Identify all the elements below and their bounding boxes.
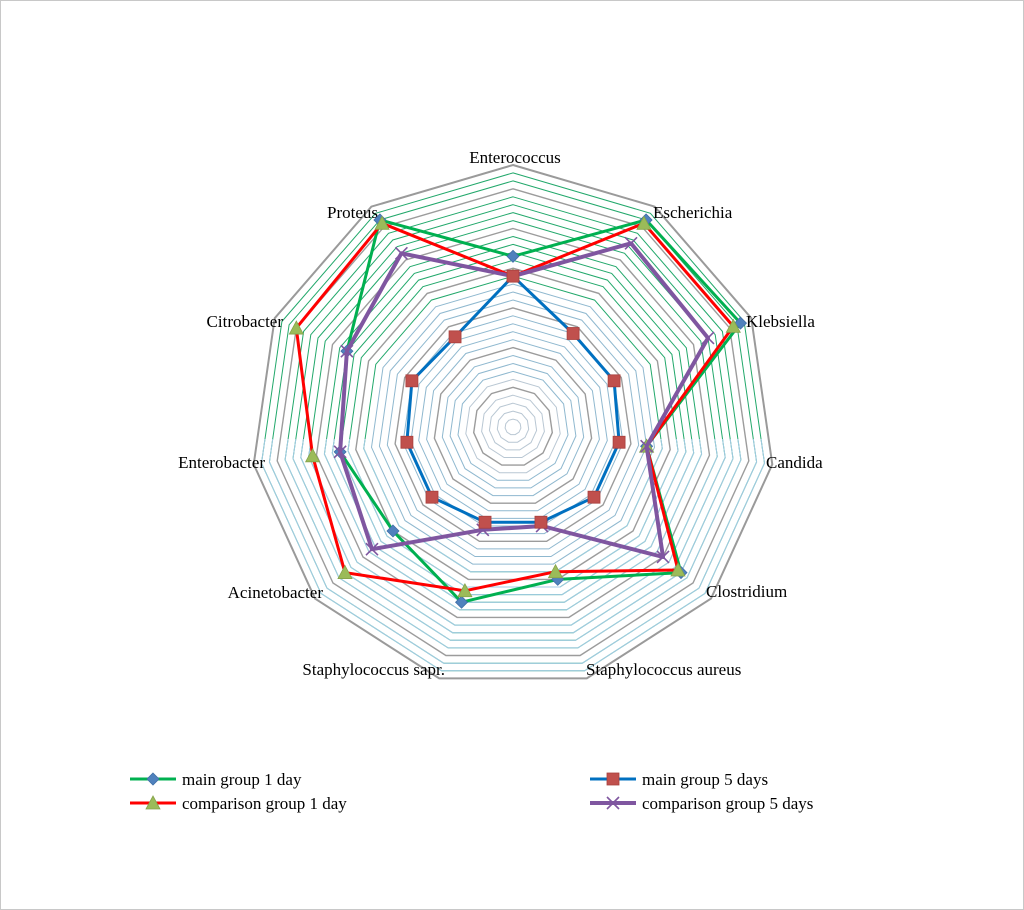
grid-ring	[465, 378, 561, 474]
radar-gridlines	[252, 163, 774, 680]
data-point	[606, 772, 620, 786]
data-point	[506, 249, 520, 263]
grid-ring	[457, 370, 569, 481]
grid-ring	[370, 283, 656, 565]
series-main-group-5-days	[400, 269, 626, 529]
grid-ring	[472, 386, 554, 466]
grid-ring	[284, 439, 742, 649]
data-point	[636, 215, 652, 230]
data-point	[534, 515, 548, 529]
data-point	[340, 344, 354, 358]
data-point	[701, 331, 715, 345]
data-point	[386, 524, 400, 538]
grid-ring	[347, 439, 679, 588]
grid-ring	[323, 439, 703, 611]
data-point	[457, 582, 473, 598]
data-point	[612, 435, 626, 449]
grid-ring	[339, 251, 687, 596]
data-point	[640, 439, 654, 453]
data-point	[448, 330, 462, 344]
data-point	[425, 490, 439, 504]
data-point	[146, 772, 160, 786]
legend-entry: comparison group 5 days	[590, 794, 813, 813]
data-point	[725, 318, 741, 333]
axis-label: Staphylococcus aureus	[586, 660, 741, 679]
data-point	[337, 564, 353, 579]
data-point	[374, 215, 390, 230]
grid-ring	[488, 402, 538, 451]
legend-label: main group 5 days	[642, 770, 768, 789]
data-point	[607, 374, 621, 388]
axis-label: Escherichia	[653, 203, 733, 222]
grid-ring	[260, 439, 766, 672]
axis-labels: Enterococcus Escherichia Klebsiella Candida…	[178, 148, 823, 679]
grid-ring	[292, 439, 734, 641]
grid-ring	[363, 439, 663, 573]
data-point	[587, 490, 601, 504]
grid-ring	[308, 439, 718, 626]
legend-entry: comparison group 1 day	[130, 794, 347, 813]
legend-label: main group 1 day	[182, 770, 302, 789]
data-point	[733, 316, 748, 330]
data-point	[547, 563, 564, 579]
data-point	[454, 595, 469, 609]
axis-label: Clostridium	[706, 582, 787, 601]
grid-ring	[268, 439, 758, 664]
data-point	[400, 435, 414, 449]
series-comparison-group-1-day	[288, 215, 741, 598]
axis-label: Enterobacter	[178, 453, 265, 472]
data-point	[506, 269, 520, 283]
grid-ring	[378, 291, 648, 557]
grid-ring	[300, 439, 726, 634]
grid-ring	[433, 346, 593, 504]
data-point	[670, 562, 686, 577]
series-line	[338, 241, 710, 559]
grid-ring	[426, 339, 600, 512]
grid-ring	[441, 354, 585, 497]
grid-ring	[339, 439, 687, 596]
legend: main group 1 day main group 5 days compari…	[130, 770, 813, 813]
legend-entry: main group 1 day	[130, 770, 302, 789]
legend-label: comparison group 1 day	[182, 794, 347, 813]
data-point	[304, 447, 321, 463]
axis-label: Candida	[766, 453, 823, 472]
grid-ring	[496, 410, 530, 443]
data-point	[394, 246, 408, 260]
grid-ring	[331, 439, 695, 603]
data-point	[333, 445, 347, 459]
data-point	[288, 320, 305, 335]
series-comparison-group-5-days	[333, 236, 715, 564]
axis-label: Proteus	[327, 203, 378, 222]
axis-label: Citrobacter	[207, 312, 284, 331]
data-point	[145, 795, 161, 810]
data-point	[566, 327, 580, 340]
grid-ring	[481, 394, 545, 458]
series-line	[294, 221, 735, 593]
grid-ring	[315, 227, 711, 619]
grid-ring	[418, 331, 608, 519]
grid-ring	[355, 267, 671, 581]
grid-ring	[252, 163, 774, 680]
series-line	[405, 274, 621, 524]
legend-label: comparison group 5 days	[642, 794, 813, 813]
grid-ring	[394, 307, 632, 542]
series-line	[338, 218, 742, 604]
axis-label: Acinetobacter	[228, 583, 324, 602]
grid-ring	[449, 362, 577, 489]
data-point	[405, 374, 419, 388]
grid-ring	[504, 418, 522, 436]
axis-label: Enterococcus	[469, 148, 561, 167]
data-point	[606, 796, 620, 810]
data-point	[478, 515, 492, 529]
axis-label: Klebsiella	[746, 312, 815, 331]
data-point	[365, 542, 379, 556]
data-point	[624, 236, 638, 250]
data-series	[288, 213, 748, 609]
legend-entry: main group 5 days	[590, 770, 768, 789]
data-point	[656, 550, 670, 564]
grid-ring	[386, 299, 640, 550]
axis-label: Staphylococcus sapr.	[302, 660, 445, 679]
